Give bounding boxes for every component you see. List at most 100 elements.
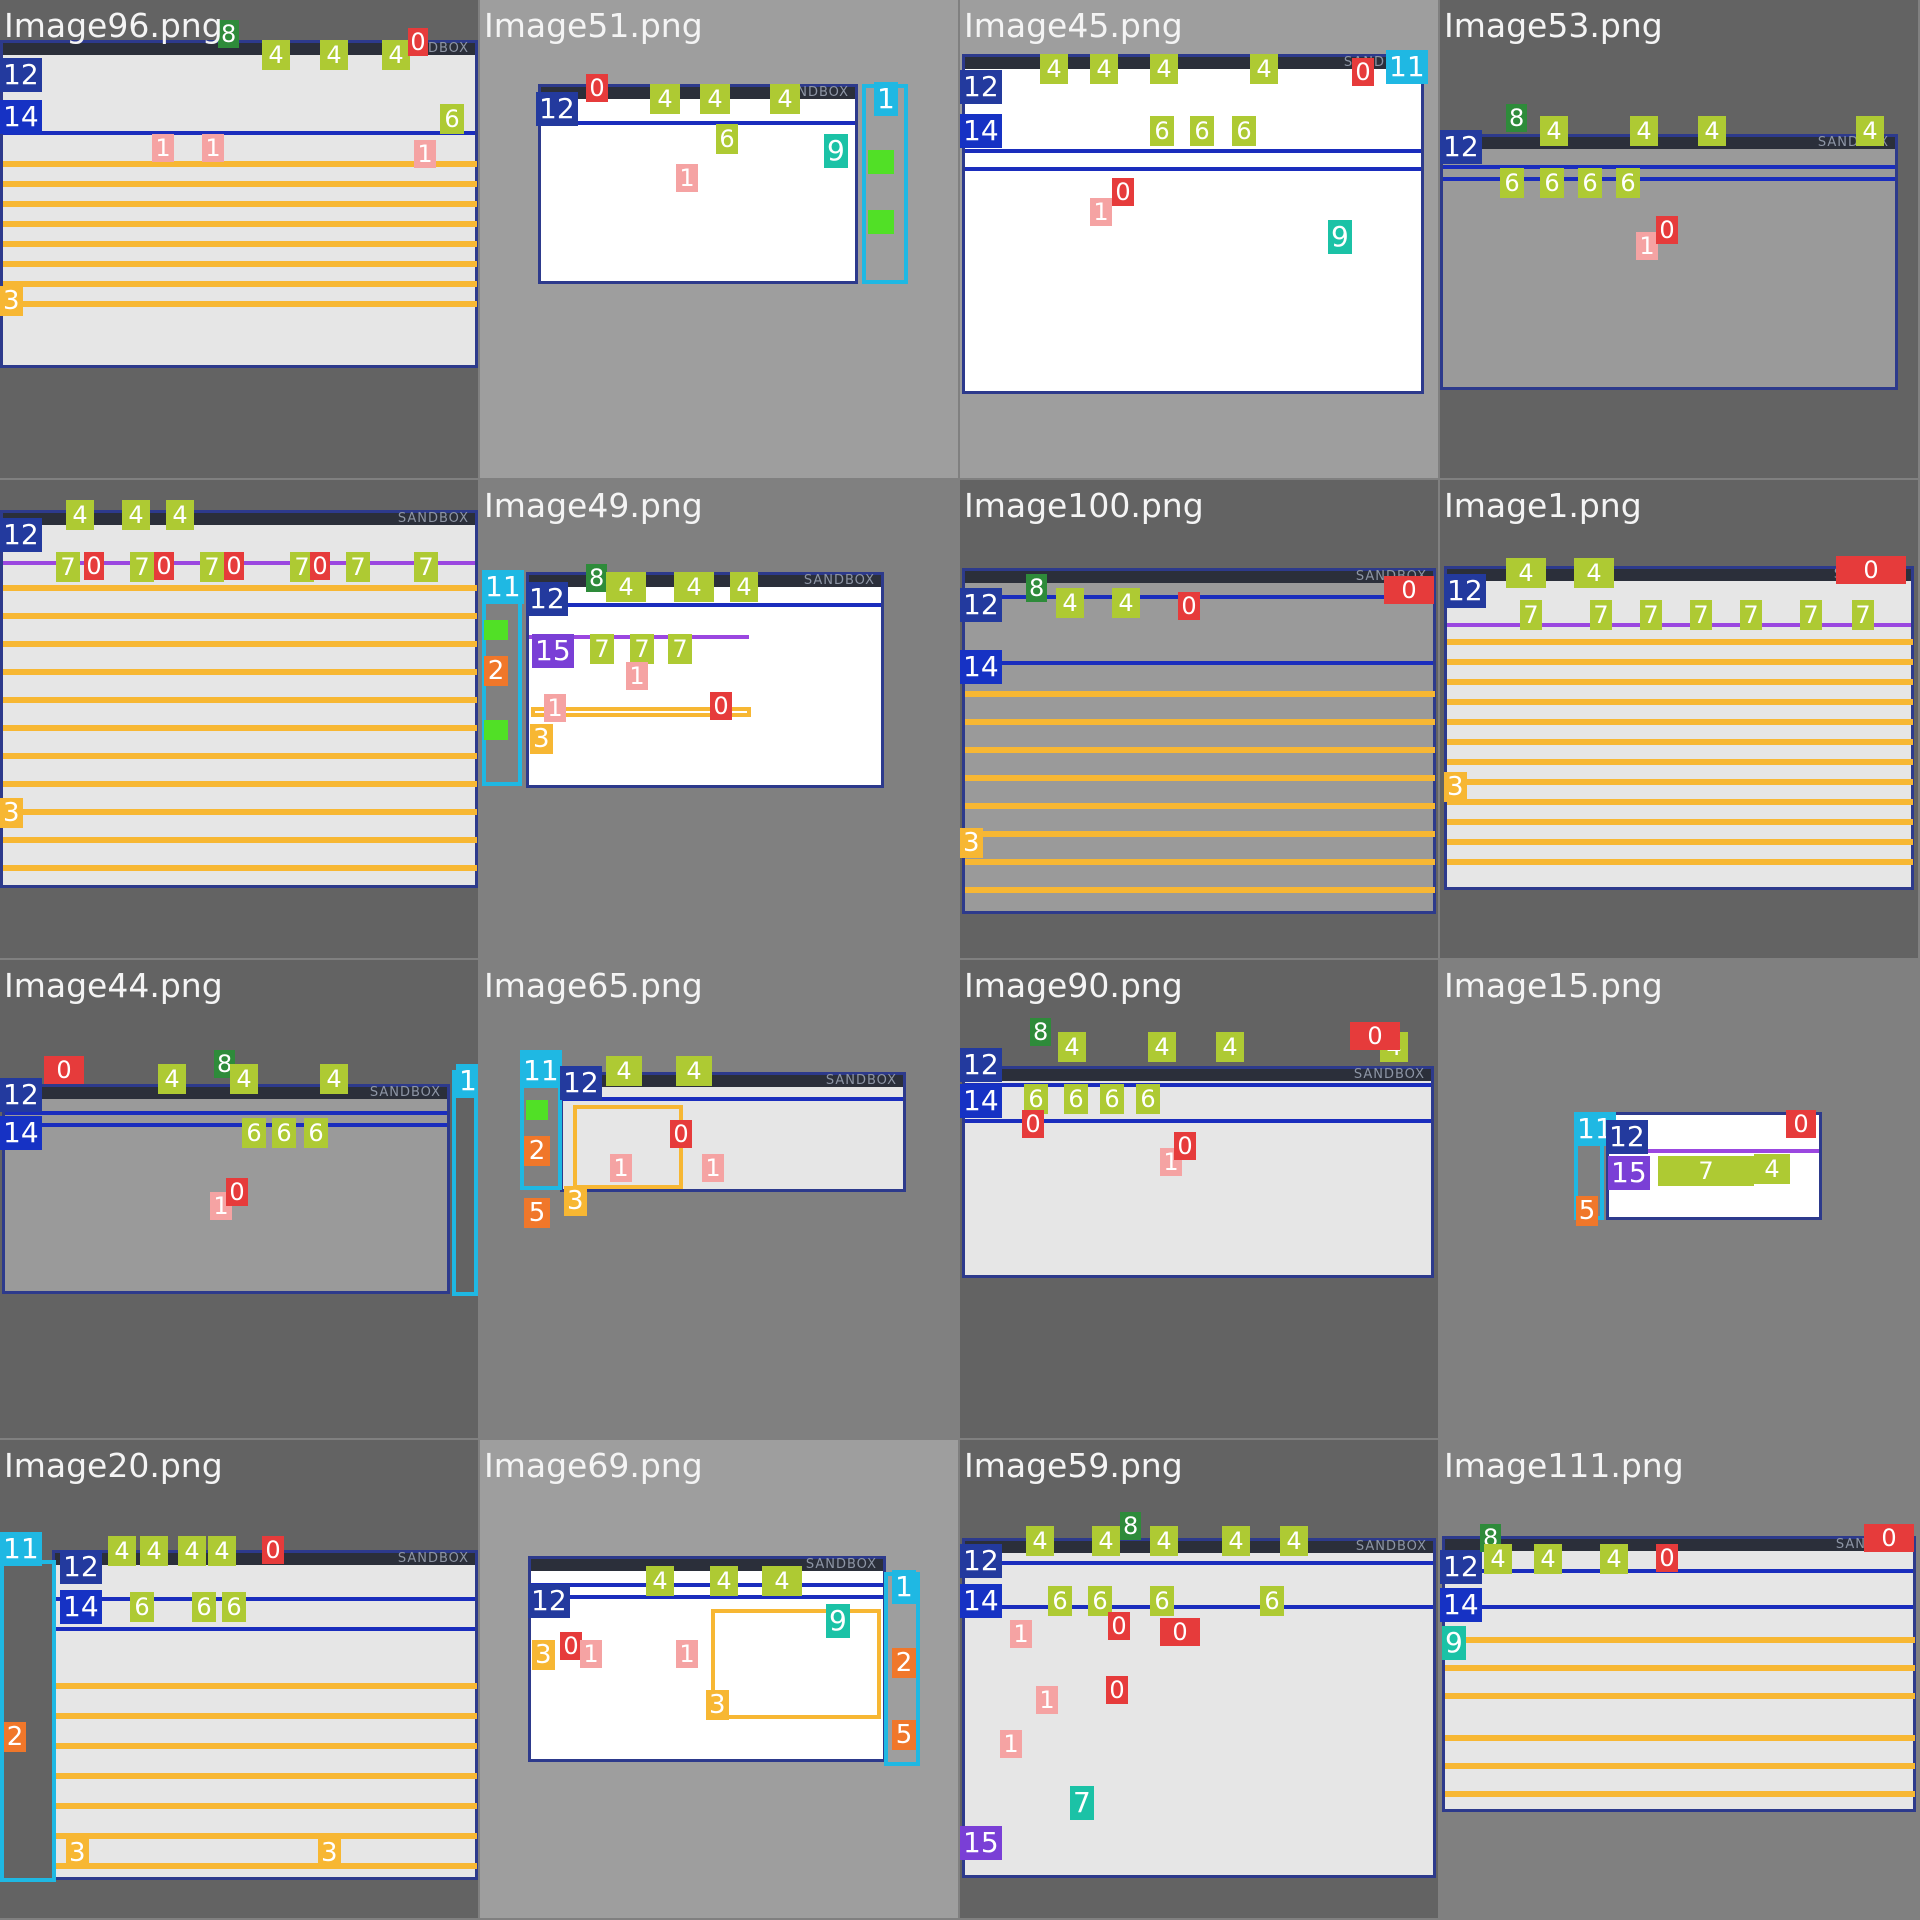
label-7: 7	[1658, 1156, 1754, 1186]
label-4: 4	[770, 84, 800, 114]
label-6: 6	[1136, 1084, 1160, 1114]
nav-divider	[965, 167, 1421, 171]
label-14: 14	[0, 100, 42, 134]
nav-divider	[965, 1605, 1433, 1609]
label-12: 12	[536, 92, 578, 126]
label-14: 14	[960, 114, 1002, 148]
label-7: 7	[1070, 1786, 1094, 1820]
label-8: 8	[1026, 574, 1048, 602]
nav-divider	[563, 1097, 903, 1101]
screenshot-frame: SANDBOX	[962, 1538, 1436, 1878]
title-bar: SANDBOX	[531, 1557, 883, 1572]
row-bar	[1445, 1735, 1915, 1741]
tile: SANDBOX Image45.png 12 14 4 4 4 4 6 6 6 …	[960, 0, 1438, 478]
label-4: 4	[262, 40, 290, 70]
label-1: 1	[1000, 1730, 1022, 1758]
tile: SANDBOX Image96.png 12 14 8 4 4 4 0 6 3 …	[0, 0, 478, 478]
row-bar	[1445, 1763, 1915, 1769]
label-7: 7	[1740, 600, 1762, 630]
sidebar-item	[526, 1100, 548, 1120]
row-bar	[1447, 639, 1913, 645]
label-7: 7	[130, 552, 154, 582]
list-panel	[711, 1609, 881, 1719]
row-bar	[3, 837, 477, 843]
label-14: 14	[0, 1116, 42, 1150]
title-bar: SANDBOX	[563, 1073, 903, 1088]
label-7: 7	[1520, 600, 1542, 630]
nav-divider	[1443, 165, 1895, 169]
label-4: 4	[1216, 1032, 1244, 1062]
tile-title: Image90.png	[964, 966, 1183, 1005]
label-5: 5	[524, 1198, 550, 1228]
label-7: 7	[1590, 600, 1612, 630]
label-1: 1	[626, 662, 648, 690]
label-4: 4	[230, 1064, 258, 1094]
row-bar	[1447, 819, 1913, 825]
label-3: 3	[66, 1838, 89, 1868]
label-8: 8	[214, 1050, 236, 1078]
row-bar	[55, 1863, 477, 1869]
label-3: 3	[564, 1186, 587, 1216]
label-6: 6	[1616, 168, 1640, 198]
label-4: 4	[606, 572, 646, 602]
label-4: 4	[108, 1536, 136, 1566]
label-0: 0	[44, 1056, 84, 1084]
label-3: 3	[530, 724, 553, 754]
title-bar: SANDBOX	[1443, 135, 1895, 150]
label-0: 0	[408, 28, 428, 56]
sandbox-label: SANDBOX	[369, 1085, 441, 1100]
row-bar	[3, 641, 477, 647]
label-6: 6	[1190, 116, 1214, 146]
tile: SANDBOX Image20.png 11 12 14 4 4 4 4 0 6…	[0, 1440, 478, 1918]
label-4: 4	[320, 1064, 348, 1094]
nav-divider	[3, 131, 475, 135]
tile: SANDBOX Image100.png 12 14 8 4 4 0 0 3	[960, 480, 1438, 958]
label-12: 12	[1440, 1550, 1482, 1584]
tile-title: Image65.png	[484, 966, 703, 1005]
label-0: 0	[1022, 1110, 1044, 1138]
label-12: 12	[960, 1048, 1002, 1082]
label-12: 12	[1444, 574, 1486, 608]
row-bar	[1447, 759, 1913, 765]
row-bar	[55, 1833, 477, 1839]
label-11: 11	[1386, 50, 1428, 84]
tile-title: Image53.png	[1444, 6, 1663, 45]
label-6: 6	[1578, 168, 1602, 198]
label-12: 12	[0, 518, 42, 552]
title-bar: SANDBOX	[3, 511, 475, 526]
row-bar	[1445, 1791, 1915, 1797]
label-1: 1	[676, 164, 698, 192]
label-9: 9	[826, 1604, 850, 1638]
label-6: 6	[1150, 1586, 1174, 1616]
sidebar-frame	[452, 1070, 478, 1296]
title-bar: SANDBOX	[1445, 1537, 1913, 1552]
label-0: 0	[1864, 1524, 1914, 1552]
row-bar	[55, 1713, 477, 1719]
screenshot-frame: SANDBOX	[1444, 566, 1914, 890]
label-6: 6	[1540, 168, 1564, 198]
label-4: 4	[650, 84, 680, 114]
label-1: 1	[202, 134, 224, 162]
sandbox-label: SANDBOX	[825, 1073, 897, 1088]
tile-title: Image100.png	[964, 486, 1204, 525]
label-4: 4	[1150, 1526, 1178, 1556]
label-14: 14	[60, 1590, 102, 1624]
label-0: 0	[560, 1632, 582, 1660]
sidebar-item	[484, 620, 508, 640]
label-0: 0	[1106, 1676, 1128, 1704]
label-5: 5	[892, 1720, 916, 1750]
row-bar	[3, 281, 477, 287]
row-bar	[3, 241, 477, 247]
row-bar	[965, 859, 1435, 865]
label-7: 7	[1800, 600, 1822, 630]
label-8: 8	[1506, 104, 1528, 132]
header-divider	[1447, 623, 1911, 627]
nav-divider	[541, 121, 855, 125]
label-3: 3	[0, 286, 23, 316]
label-4: 4	[166, 500, 194, 530]
label-4: 4	[1698, 116, 1726, 146]
row-bar	[3, 753, 477, 759]
screenshot-frame: SANDBOX	[962, 568, 1436, 914]
label-1: 1	[544, 694, 566, 722]
row-bar	[3, 613, 477, 619]
